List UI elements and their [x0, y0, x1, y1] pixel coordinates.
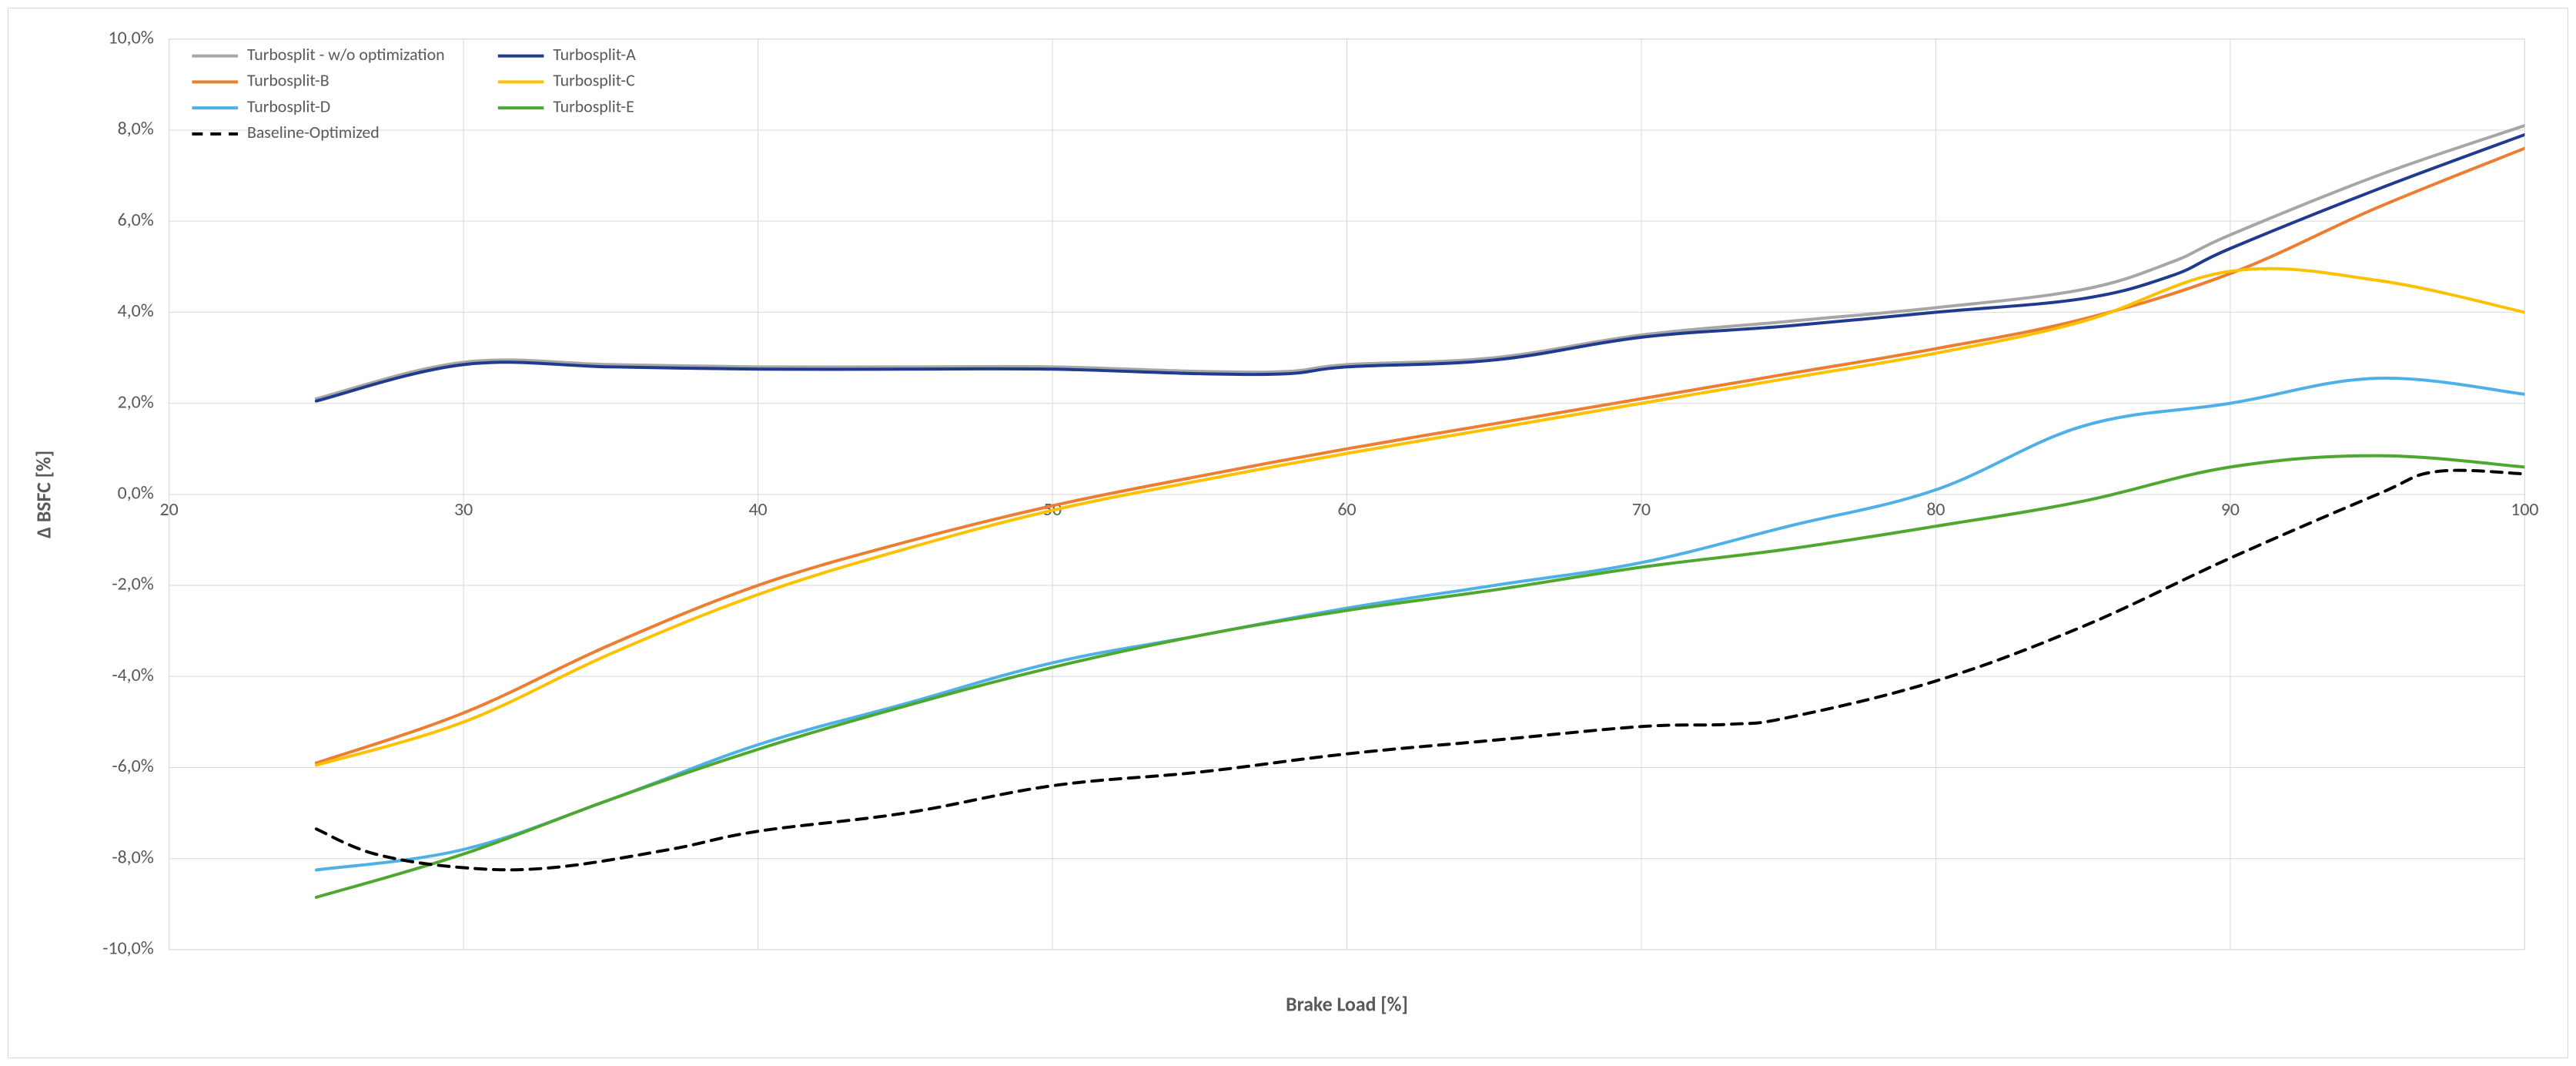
chart-container: -10,0% -8,0% -6,0% -4,0% -2,0% 0,0% 2,0% 4,0% 6,… [0, 0, 2576, 1066]
y-tick-label: -2,0% [112, 573, 153, 595]
y-tick-label: -8,0% [112, 846, 153, 868]
legend-label: Baseline-Optimized [247, 122, 380, 142]
x-tick-label: 70 [1632, 498, 1651, 521]
y-tick-label: 8,0% [118, 118, 154, 140]
y-axis-title: Δ BSFC [%] [32, 451, 56, 538]
x-tick-label: 90 [2221, 498, 2240, 521]
legend-label: Turbosplit-E [553, 96, 634, 116]
legend-label: Turbosplit-D [247, 96, 330, 116]
y-tick-label: -10,0% [102, 937, 154, 960]
x-tick-label: 80 [1926, 498, 1945, 521]
legend-label: Turbosplit - w/o optimization [247, 44, 445, 65]
x-tick-label: 100 [2511, 498, 2538, 521]
y-tick-label: 6,0% [118, 209, 154, 231]
y-tick-label: -6,0% [112, 755, 153, 777]
x-tick-label: 30 [454, 498, 473, 521]
y-tick-label: -4,0% [112, 664, 153, 686]
y-tick-label: 10,0% [109, 26, 154, 49]
chart-frame: -10,0% -8,0% -6,0% -4,0% -2,0% 0,0% 2,0% 4,0% 6,… [8, 8, 2568, 1058]
y-tick-label: 4,0% [118, 300, 154, 322]
x-axis-title: Brake Load [%] [1286, 991, 1408, 1016]
x-tick-label: 60 [1337, 498, 1356, 521]
y-tick-label: 0,0% [118, 482, 154, 505]
legend-label: Turbosplit-A [553, 44, 636, 65]
legend-label: Turbosplit-B [247, 70, 330, 91]
x-tick-label: 40 [748, 498, 767, 521]
y-tick-label: 2,0% [118, 391, 154, 413]
bsfc-line-chart: -10,0% -8,0% -6,0% -4,0% -2,0% 0,0% 2,0% 4,0% 6,… [8, 8, 2568, 1058]
x-tick-label: 20 [160, 498, 179, 521]
legend-label: Turbosplit-C [553, 70, 635, 91]
